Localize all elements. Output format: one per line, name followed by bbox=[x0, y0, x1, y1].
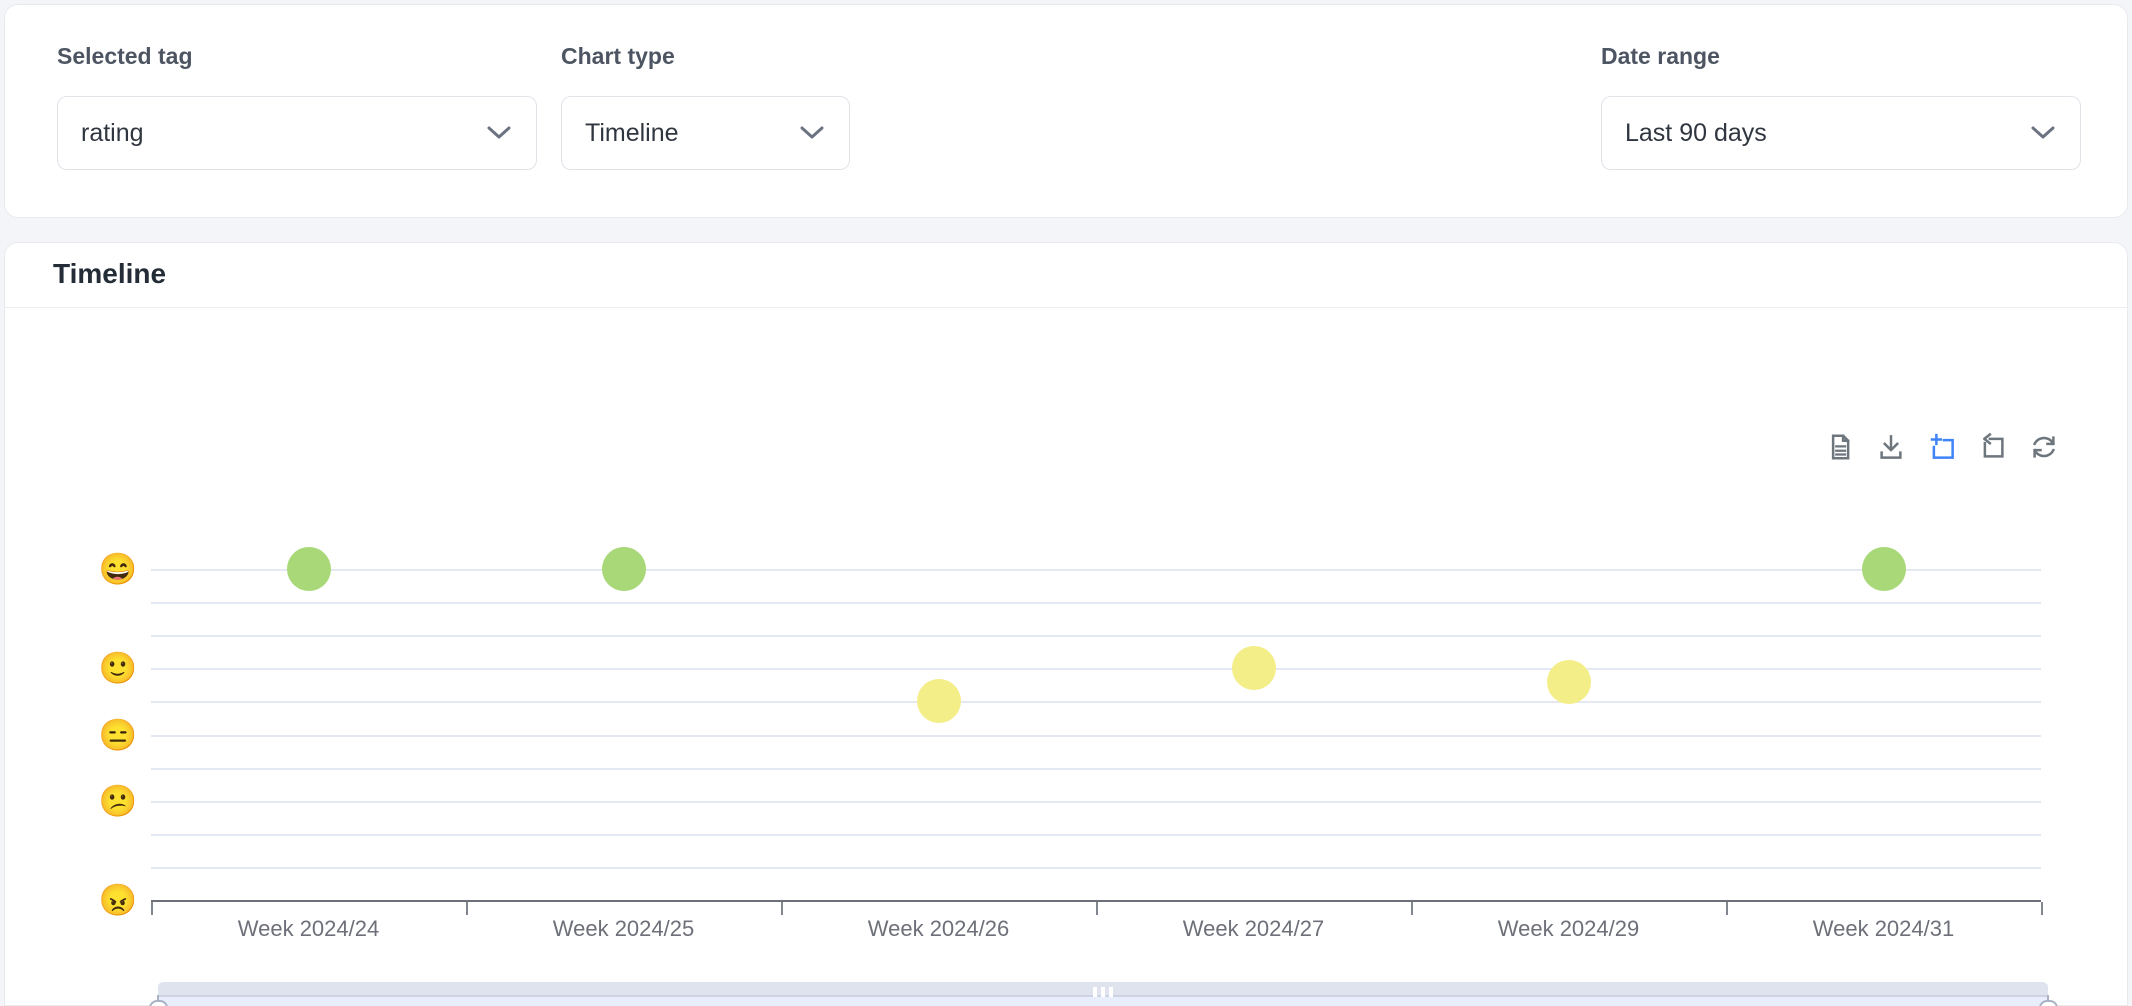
x-axis-tick bbox=[1096, 902, 1098, 915]
data-point[interactable] bbox=[1546, 659, 1591, 704]
x-axis-tick bbox=[466, 902, 468, 915]
x-axis-tick bbox=[151, 902, 153, 915]
x-axis-label: Week 2024/29 bbox=[1497, 916, 1640, 941]
panel-title: Timeline bbox=[53, 258, 167, 289]
chevron-down-icon bbox=[2031, 126, 2055, 139]
y-axis-emoji-label: 😄 bbox=[98, 551, 138, 587]
gridline bbox=[151, 866, 2041, 869]
x-axis-line bbox=[151, 900, 2041, 902]
chevron-down-icon bbox=[487, 126, 511, 139]
gridline bbox=[151, 635, 2041, 638]
x-axis-label: Week 2024/24 bbox=[237, 916, 380, 941]
timeline-panel: Timeline bbox=[4, 242, 2128, 1006]
data-point[interactable] bbox=[916, 679, 961, 724]
date-range-value: Last 90 days bbox=[1625, 118, 1767, 147]
x-axis-label: Week 2024/31 bbox=[1812, 916, 1955, 941]
x-axis-tick bbox=[1411, 902, 1413, 915]
selected-tag-value: rating bbox=[81, 118, 144, 147]
zoom-reset-icon[interactable] bbox=[1978, 432, 2008, 462]
gridline bbox=[151, 701, 2041, 704]
date-range-label: Date range bbox=[1601, 43, 1720, 69]
divider bbox=[5, 307, 2127, 308]
gridline bbox=[151, 833, 2041, 836]
datazoom-right-handle[interactable] bbox=[2039, 1000, 2058, 1006]
data-zoom-icon[interactable] bbox=[1927, 432, 1957, 462]
gridline bbox=[151, 800, 2041, 803]
x-axis-tick bbox=[1726, 902, 1728, 915]
y-axis-emoji-label: 😕 bbox=[98, 783, 138, 819]
gridline bbox=[151, 602, 2041, 605]
chart-type-label: Chart type bbox=[561, 43, 675, 69]
y-axis-emoji-label: 😠 bbox=[98, 882, 138, 918]
selected-tag-select[interactable]: rating bbox=[57, 96, 537, 170]
x-axis-tick bbox=[781, 902, 783, 915]
gridline bbox=[151, 668, 2041, 671]
controls-card: Selected tag rating Chart type Timeline … bbox=[4, 4, 2128, 218]
y-axis-emoji-label: 🙂 bbox=[98, 650, 138, 686]
data-view-icon[interactable] bbox=[1825, 432, 1855, 462]
chart-type-select[interactable]: Timeline bbox=[561, 96, 850, 170]
save-as-image-icon[interactable] bbox=[1876, 432, 1906, 462]
chevron-down-icon bbox=[800, 126, 824, 139]
x-axis-tick bbox=[2041, 902, 2043, 915]
x-axis-label: Week 2024/27 bbox=[1182, 916, 1325, 941]
data-point[interactable] bbox=[601, 547, 646, 591]
datazoom-data-shadow bbox=[158, 997, 2048, 1006]
timeline-chart: Week 2024/24 Week 2024/25 Week 2024/26 Week… bbox=[5, 308, 2127, 1006]
data-point[interactable] bbox=[286, 547, 331, 591]
grip-icon bbox=[1093, 987, 1113, 998]
data-point[interactable] bbox=[1861, 547, 1906, 591]
selected-tag-label: Selected tag bbox=[57, 43, 193, 69]
chart-toolbar bbox=[1825, 432, 2059, 462]
restore-icon[interactable] bbox=[2029, 432, 2059, 462]
x-axis-label: Week 2024/26 bbox=[867, 916, 1010, 941]
datazoom-track[interactable] bbox=[158, 997, 2048, 1006]
gridline bbox=[151, 734, 2041, 737]
datazoom-move-handle[interactable] bbox=[158, 982, 2048, 998]
datazoom-left-handle[interactable] bbox=[149, 1000, 168, 1006]
y-axis-emoji-label: 😑 bbox=[98, 717, 138, 752]
x-axis-label: Week 2024/25 bbox=[552, 916, 695, 941]
gridline bbox=[151, 569, 2041, 571]
gridline bbox=[151, 767, 2041, 770]
data-point[interactable] bbox=[1231, 646, 1276, 691]
date-range-select[interactable]: Last 90 days bbox=[1601, 96, 2081, 170]
chart-type-value: Timeline bbox=[585, 118, 679, 147]
